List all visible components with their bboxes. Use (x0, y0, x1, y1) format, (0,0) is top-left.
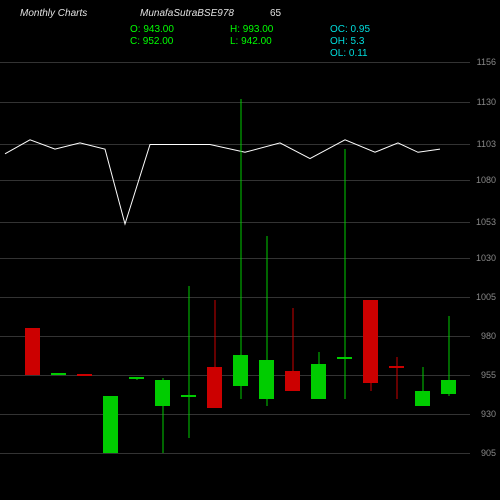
candle (389, 0, 404, 500)
candle (181, 0, 196, 500)
candle (51, 0, 66, 500)
candle-body (259, 360, 274, 399)
candle-body (337, 357, 352, 359)
y-tick-label: 1005 (476, 292, 496, 302)
candle (415, 0, 430, 500)
candle-body (129, 377, 144, 379)
y-tick-label: 1080 (476, 175, 496, 185)
candle-body (441, 380, 456, 394)
candle-body (363, 300, 378, 383)
candle (337, 0, 352, 500)
y-axis-labels: 1156 1130 1103 1080 1053 1030 1005 980 955 930 905 (470, 0, 500, 500)
candle-body (103, 396, 118, 454)
candle-body (207, 367, 222, 408)
candle (103, 0, 118, 500)
candle-wick (188, 286, 189, 437)
candle-wick (396, 357, 397, 399)
candle-body (25, 328, 40, 375)
candle (259, 0, 274, 500)
candle (207, 0, 222, 500)
candle-wick (344, 149, 345, 398)
candle (129, 0, 144, 500)
y-tick-label: 1156 (477, 57, 496, 67)
candle (285, 0, 300, 500)
y-tick-label: 1053 (476, 217, 496, 227)
candle-body (285, 371, 300, 391)
candle-body (51, 373, 66, 375)
candle-body (181, 395, 196, 397)
y-tick-label: 1103 (477, 139, 496, 149)
y-tick-label: 1030 (476, 253, 496, 263)
chart-area: Monthly Charts MunafaSutraBSE978 65 O: 9… (0, 0, 470, 500)
candle (233, 0, 248, 500)
candle-wick (240, 99, 241, 398)
y-tick-label: 980 (481, 331, 496, 341)
candle (25, 0, 40, 500)
y-tick-label: 1130 (477, 97, 496, 107)
y-tick-label: 930 (481, 409, 496, 419)
candle (77, 0, 92, 500)
y-tick-label: 905 (481, 448, 496, 458)
candle-body (311, 364, 326, 398)
candle (441, 0, 456, 500)
candle (155, 0, 170, 500)
candle-body (415, 391, 430, 407)
candle-body (233, 355, 248, 386)
candle-body (155, 380, 170, 407)
candle (363, 0, 378, 500)
candle (311, 0, 326, 500)
candle-body (389, 366, 404, 368)
candle-body (77, 374, 92, 376)
y-tick-label: 955 (481, 370, 496, 380)
